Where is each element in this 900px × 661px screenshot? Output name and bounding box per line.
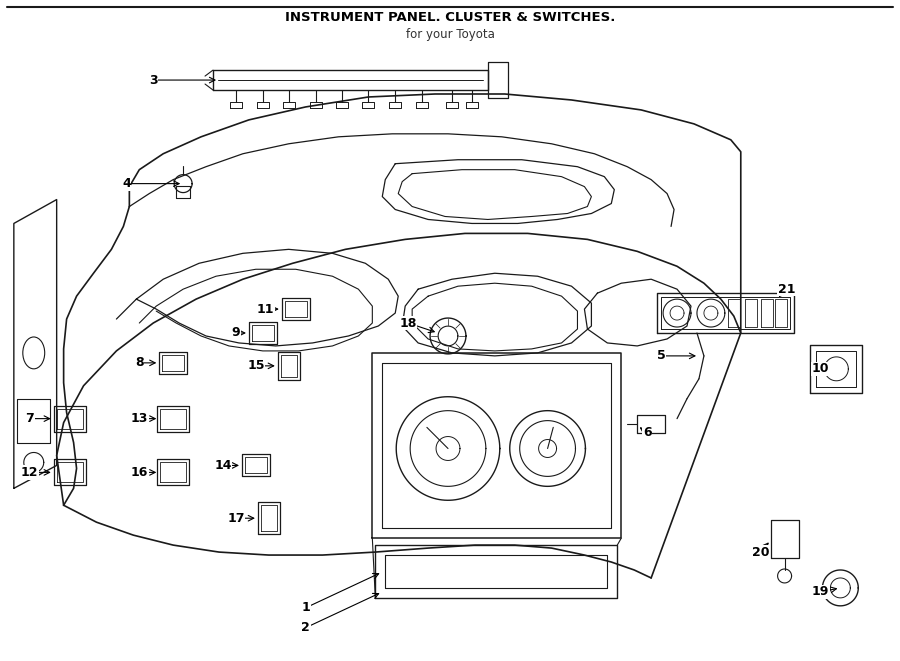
Text: 9: 9 [231,327,240,340]
Text: 20: 20 [752,545,770,559]
Text: 3: 3 [148,73,157,87]
Text: 6: 6 [643,426,652,439]
Text: 21: 21 [778,283,796,295]
Text: 11: 11 [257,303,274,315]
Text: 1: 1 [302,602,310,614]
Text: 5: 5 [657,350,665,362]
Text: 14: 14 [214,459,231,472]
Text: 7: 7 [25,412,34,425]
Text: 19: 19 [812,586,829,598]
Text: 17: 17 [227,512,245,525]
Text: 16: 16 [130,466,148,479]
Text: 15: 15 [248,360,265,372]
Text: for your Toyota: for your Toyota [406,28,494,41]
Text: 18: 18 [400,317,417,330]
Text: 13: 13 [130,412,148,425]
Text: 10: 10 [812,362,829,375]
Text: 12: 12 [21,466,39,479]
Text: 8: 8 [135,356,144,369]
Text: 2: 2 [302,621,310,635]
Text: INSTRUMENT PANEL. CLUSTER & SWITCHES.: INSTRUMENT PANEL. CLUSTER & SWITCHES. [284,11,616,24]
Text: 4: 4 [122,177,130,190]
